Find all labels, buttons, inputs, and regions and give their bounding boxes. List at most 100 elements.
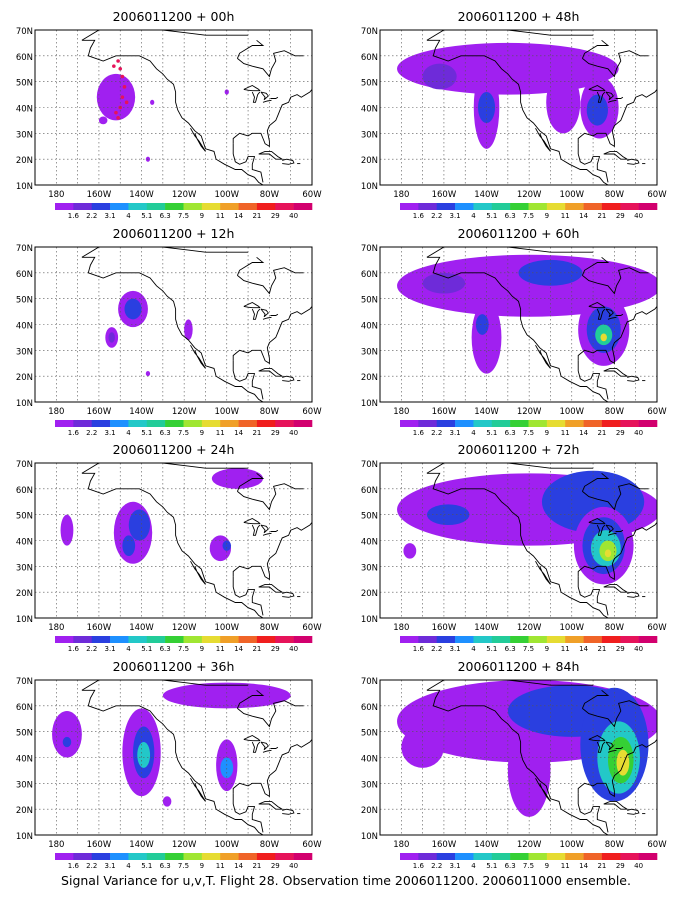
panel-title: 2006011200 + 36h (113, 659, 235, 674)
colorbar-label: 5.1 (141, 862, 152, 870)
lon-tick-label: 140W (474, 840, 499, 850)
colorbar-label: 4 (471, 862, 476, 870)
colorbar-label: 5.1 (141, 212, 152, 220)
lon-tick-label: 180 (393, 407, 409, 417)
coastline (236, 256, 265, 276)
colorbar-segment (110, 853, 129, 860)
lat-tick-label: 40N (361, 105, 378, 115)
coastline (596, 308, 606, 320)
lon-tick-label: 120W (517, 623, 542, 633)
colorbar-segment (55, 636, 74, 643)
map-grid (380, 30, 657, 185)
coastline (603, 150, 629, 160)
colorbar-label: 40 (634, 645, 643, 653)
lon-tick-label: 120W (517, 190, 542, 200)
colorbar-segment (293, 420, 313, 427)
lat-tick-label: 70N (361, 460, 378, 470)
lat-tick-label: 50N (361, 79, 378, 89)
colorbar-segment (436, 203, 456, 210)
colorbar-segment (238, 636, 258, 643)
colorbar-label: 21 (597, 645, 606, 653)
colorbar-segment (546, 420, 566, 427)
observation-dot (116, 59, 120, 63)
colorbar-label: 6.3 (160, 212, 171, 220)
lon-tick-label: 60W (302, 407, 322, 417)
colorbar-label: 11 (561, 429, 570, 437)
lat-tick-label: 30N (361, 130, 378, 140)
colorbar-label: 40 (289, 862, 298, 870)
coastline (251, 308, 261, 320)
coastline (605, 308, 614, 318)
colorbar-label: 4 (126, 862, 131, 870)
colorbar-label: 11 (561, 862, 570, 870)
map-grid (380, 247, 657, 402)
lon-tick-label: 120W (517, 407, 542, 417)
colorbar-segment (201, 203, 221, 210)
lat-tick-label: 50N (16, 512, 33, 522)
lat-tick-label: 60N (16, 270, 33, 280)
lon-tick-label: 160W (432, 407, 457, 417)
colorbar-segment (565, 636, 584, 643)
coastline (314, 77, 327, 90)
colorbar-label: 6.3 (160, 862, 171, 870)
lat-tick-label: 40N (361, 538, 378, 548)
lat-tick-label: 70N (16, 244, 33, 254)
colorbar-segment (238, 420, 258, 427)
lat-tick-label: 60N (361, 703, 378, 713)
coastline (262, 532, 272, 536)
lon-tick-label: 80W (605, 190, 625, 200)
coastline (627, 158, 640, 165)
lon-tick-label: 180 (393, 840, 409, 850)
panel-title: 2006011200 + 48h (458, 9, 580, 24)
map-frame (379, 679, 658, 836)
colorbar-segment (418, 636, 438, 643)
colorbar-label: 1.6 (68, 862, 80, 870)
map-panel: 2006011200 + 36h 70N 60N 50N 40N 30N 20N 10N 180… (16, 659, 322, 870)
colorbar-label: 14 (234, 429, 243, 437)
colorbar-segment (165, 420, 184, 427)
panel-title: 2006011200 + 60h (458, 226, 580, 241)
coastline (190, 777, 206, 802)
variance-contour (224, 89, 229, 95)
coastline (627, 375, 640, 382)
colorbar-label: 2.2 (431, 212, 442, 220)
variance-contour (62, 736, 72, 748)
colorbar-label: 14 (234, 862, 243, 870)
colorbar-label: 7.5 (178, 212, 189, 220)
colorbar-segment (620, 420, 639, 427)
colorbar-label: 2.2 (86, 212, 97, 220)
coastlines (426, 30, 672, 185)
colorbar-segment (146, 853, 166, 860)
colorbar-label: 40 (634, 429, 643, 437)
coastline (605, 524, 614, 534)
colorbar-segment (275, 636, 294, 643)
coastline (577, 739, 657, 798)
colorbar-label: 21 (252, 862, 261, 870)
lon-tick-label: 100W (559, 407, 584, 417)
lon-tick-label: 140W (474, 190, 499, 200)
colorbar-segment (110, 420, 129, 427)
colorbar-label: 21 (252, 645, 261, 653)
lat-tick-label: 20N (16, 589, 33, 599)
colorbar-label: 9 (545, 862, 549, 870)
coastline (251, 524, 261, 536)
coastline (659, 77, 672, 90)
lat-tick-label: 40N (16, 538, 33, 548)
colorbar-segment (146, 636, 166, 643)
colorbar-segment (436, 853, 456, 860)
coastline (81, 463, 249, 474)
lon-tick-label: 140W (129, 407, 154, 417)
colorbar-segment (400, 636, 419, 643)
colorbar-label: 5.1 (486, 862, 497, 870)
coastline (426, 39, 609, 185)
coastlines (81, 680, 312, 835)
lon-tick-label: 140W (474, 623, 499, 633)
colorbar-label: 14 (234, 645, 243, 653)
colorbar-label: 3.1 (105, 212, 116, 220)
colorbar-label: 3.1 (450, 645, 461, 653)
colorbar-segment (293, 636, 313, 643)
coastline (190, 560, 206, 585)
lat-tick-label: 50N (16, 296, 33, 306)
colorbar-label: 3.1 (450, 212, 461, 220)
variance-contour (211, 468, 263, 489)
